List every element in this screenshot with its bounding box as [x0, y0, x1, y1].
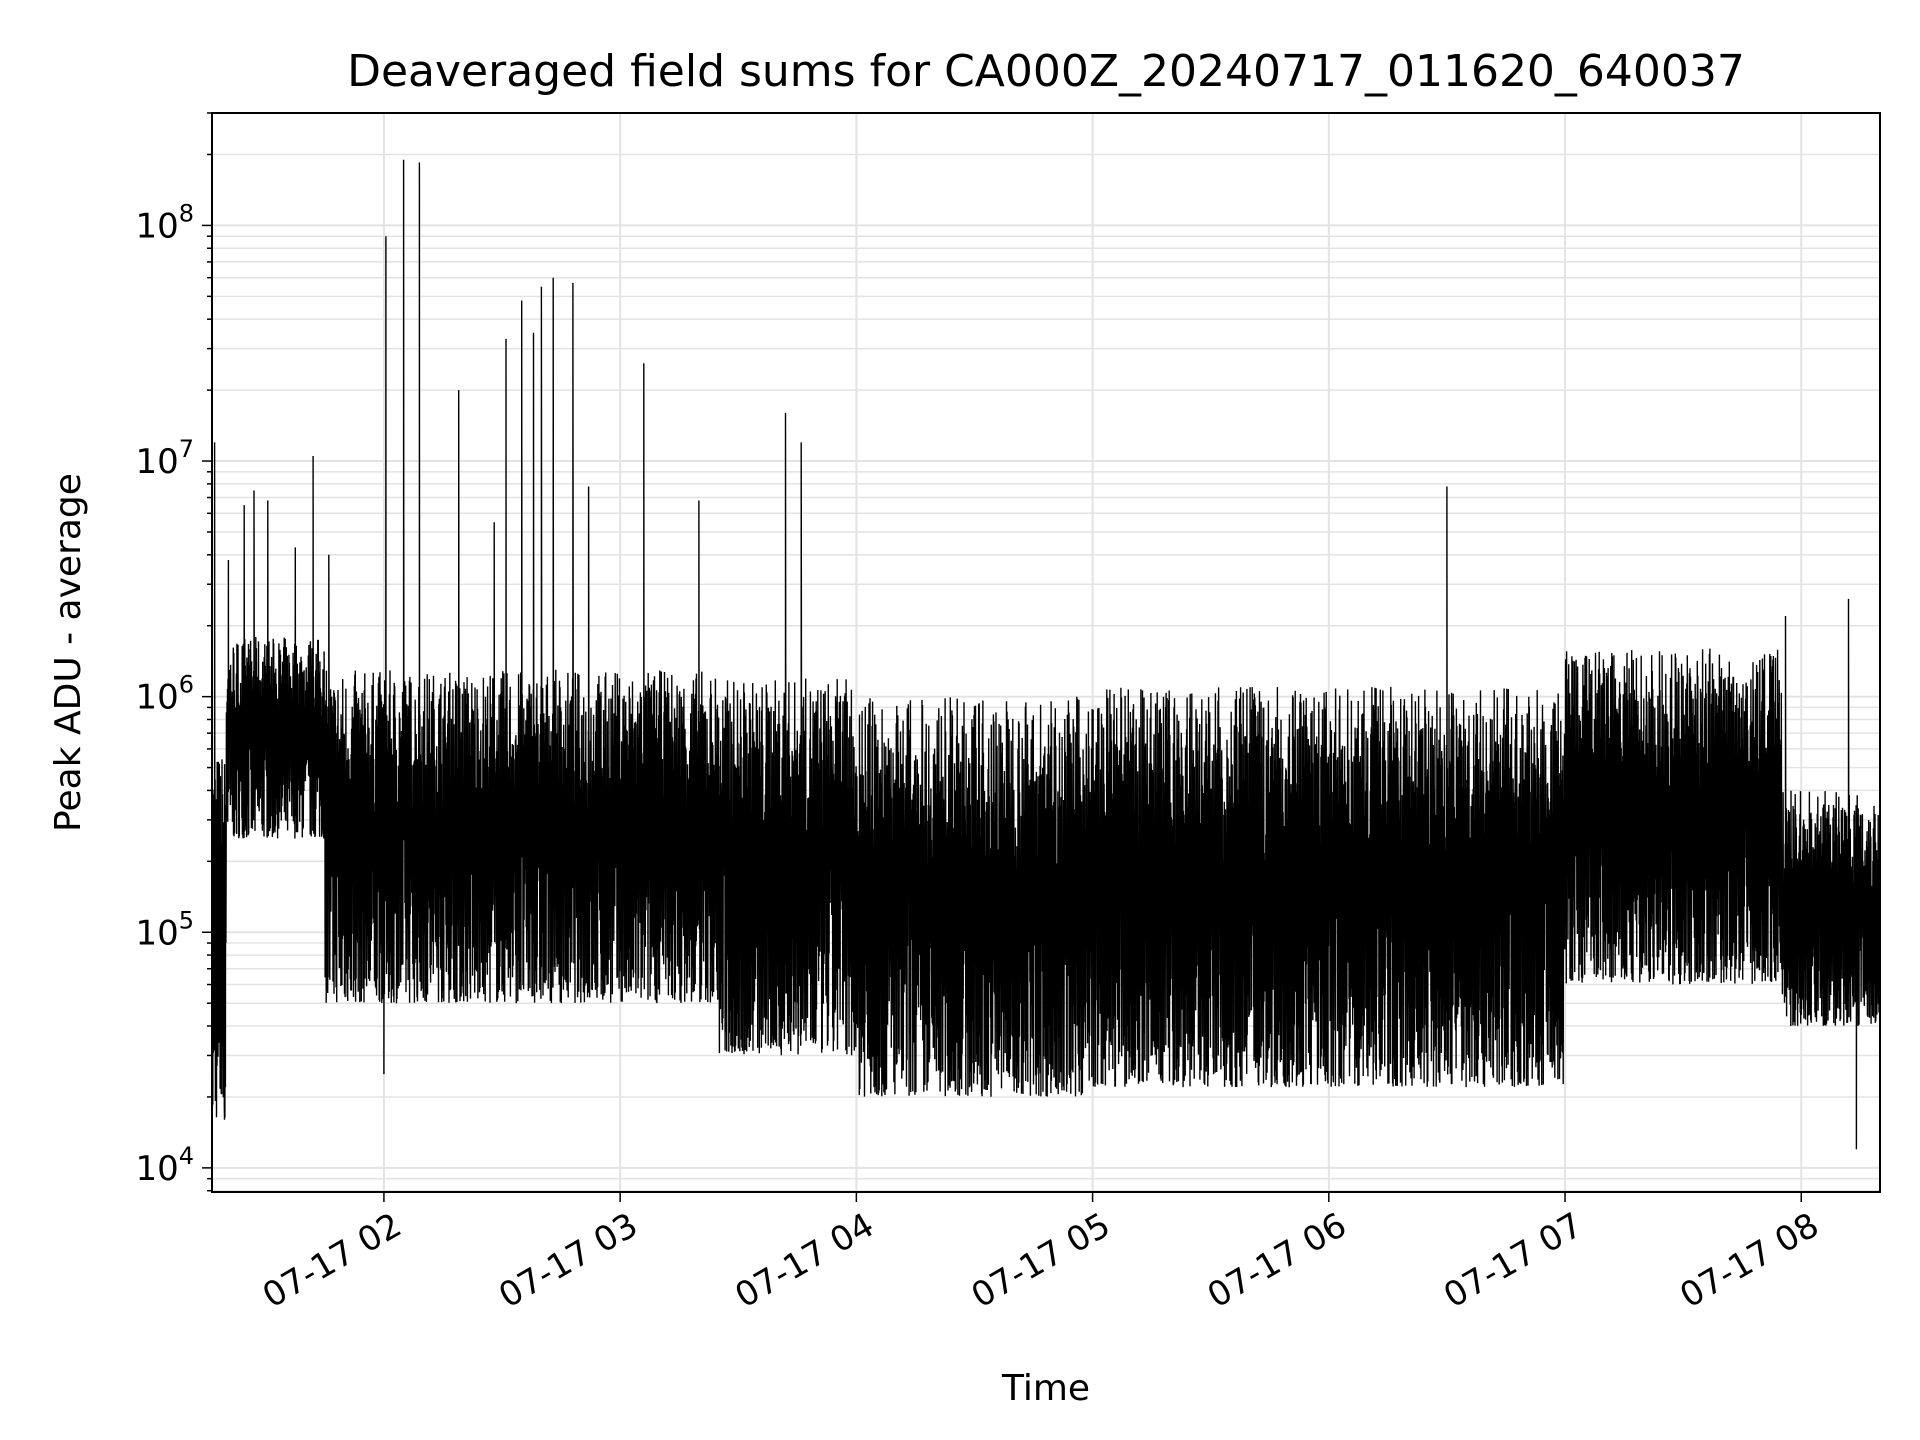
series-line — [211, 159, 1881, 1150]
x-tick-label: 07-17 02 — [256, 1205, 408, 1316]
y-tick-label: 106 — [135, 671, 194, 718]
x-tick-label: 07-17 03 — [492, 1205, 644, 1316]
y-tick-label: 105 — [135, 906, 194, 953]
chart-title: Deaveraged field sums for CA000Z_2024071… — [347, 46, 1745, 97]
x-tick-label: 07-17 07 — [1437, 1205, 1589, 1316]
y-tick-label: 107 — [135, 435, 194, 482]
x-tick-label: 07-17 05 — [965, 1205, 1117, 1316]
x-tick-label: 07-17 04 — [728, 1205, 880, 1316]
x-tick-label: 07-17 06 — [1201, 1205, 1353, 1316]
y-tick-label: 104 — [135, 1142, 194, 1189]
line-layer — [211, 159, 1881, 1150]
plot-frame — [211, 112, 1881, 1193]
y-axis-label: Peak ADU - average — [48, 473, 89, 832]
x-axis-label: Time — [1001, 1368, 1090, 1409]
x-tick-label: 07-17 08 — [1673, 1205, 1825, 1316]
y-tick-label: 108 — [135, 199, 194, 246]
